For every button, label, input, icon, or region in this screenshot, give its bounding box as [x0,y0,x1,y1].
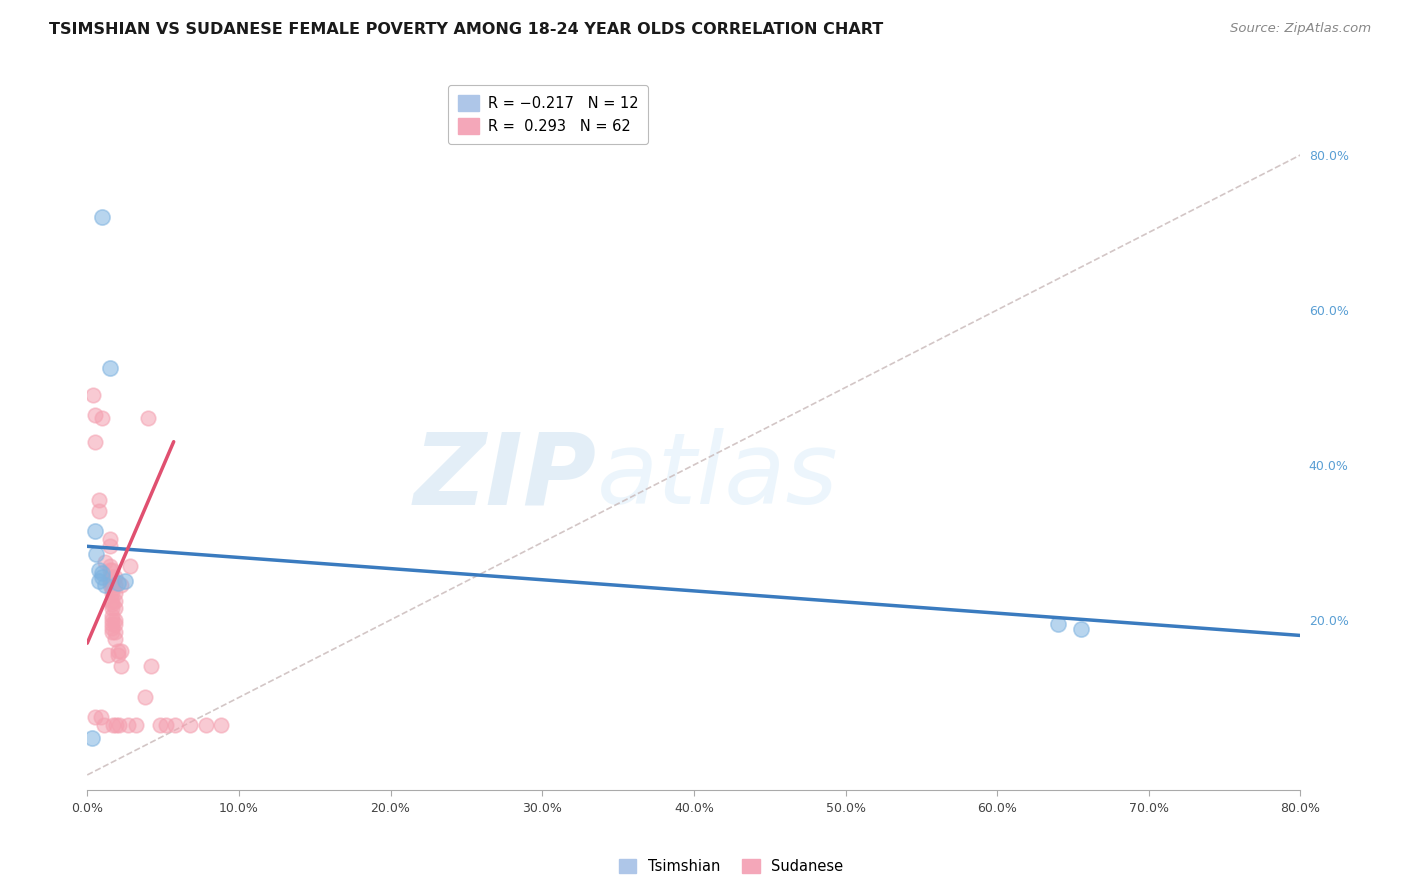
Point [91,210,114,224]
Point [155,717,177,731]
Point [98,570,121,584]
Point [179,717,201,731]
Point [98,532,121,546]
Point [125,717,148,731]
Point [100,586,122,600]
Point [94,578,117,592]
Point [83,434,105,449]
Point [100,563,122,577]
Point [98,578,121,592]
Point [100,598,122,612]
Point [98,563,121,577]
Text: Source: ZipAtlas.com: Source: ZipAtlas.com [1230,22,1371,36]
Point [93,717,115,731]
Point [100,601,122,615]
Point [107,575,129,590]
Point [117,717,139,731]
Point [103,578,125,592]
Point [103,601,125,615]
Point [101,717,124,731]
Point [89,492,111,507]
Point [83,710,105,724]
Point [89,563,111,577]
Point [103,616,125,631]
Legend: R = −0.217   N = 12, R =  0.293   N = 62: R = −0.217 N = 12, R = 0.293 N = 62 [449,85,648,145]
Point [94,555,117,569]
Point [110,644,132,658]
Text: atlas: atlas [596,428,838,525]
Point [100,582,122,596]
Point [100,578,122,592]
Point [91,411,114,425]
Point [134,690,156,705]
Point [149,717,172,731]
Point [89,504,111,518]
Point [91,566,114,581]
Point [91,570,114,584]
Point [107,644,129,658]
Point [110,659,132,673]
Point [1046,616,1069,631]
Point [103,570,125,584]
Point [139,659,162,673]
Point [165,717,187,731]
Point [98,539,121,553]
Point [107,648,129,662]
Point [103,586,125,600]
Point [100,609,122,624]
Point [118,558,141,573]
Point [98,574,121,589]
Point [98,558,121,573]
Point [90,710,112,724]
Point [103,593,125,607]
Point [100,613,122,627]
Text: ZIP: ZIP [413,428,596,525]
Point [105,717,128,731]
Point [97,648,120,662]
Text: TSIMSHIAN VS SUDANESE FEMALE POVERTY AMONG 18-24 YEAR OLDS CORRELATION CHART: TSIMSHIAN VS SUDANESE FEMALE POVERTY AMO… [49,22,883,37]
Point [82,388,104,402]
Point [103,613,125,627]
Point [83,524,105,538]
Point [98,361,121,376]
Point [100,621,122,635]
Point [209,717,232,731]
Point [89,574,111,589]
Point [110,578,132,592]
Point [100,593,122,607]
Point [114,574,136,589]
Point [86,547,108,561]
Point [80,731,103,745]
Point [103,632,125,647]
Point [100,624,122,639]
Point [83,408,105,422]
Point [100,616,122,631]
Point [100,570,122,584]
Point [103,624,125,639]
Point [136,411,159,425]
Point [108,717,131,731]
Point [1070,622,1092,636]
Point [194,717,217,731]
Legend: Tsimshian, Sudanese: Tsimshian, Sudanese [613,854,849,880]
